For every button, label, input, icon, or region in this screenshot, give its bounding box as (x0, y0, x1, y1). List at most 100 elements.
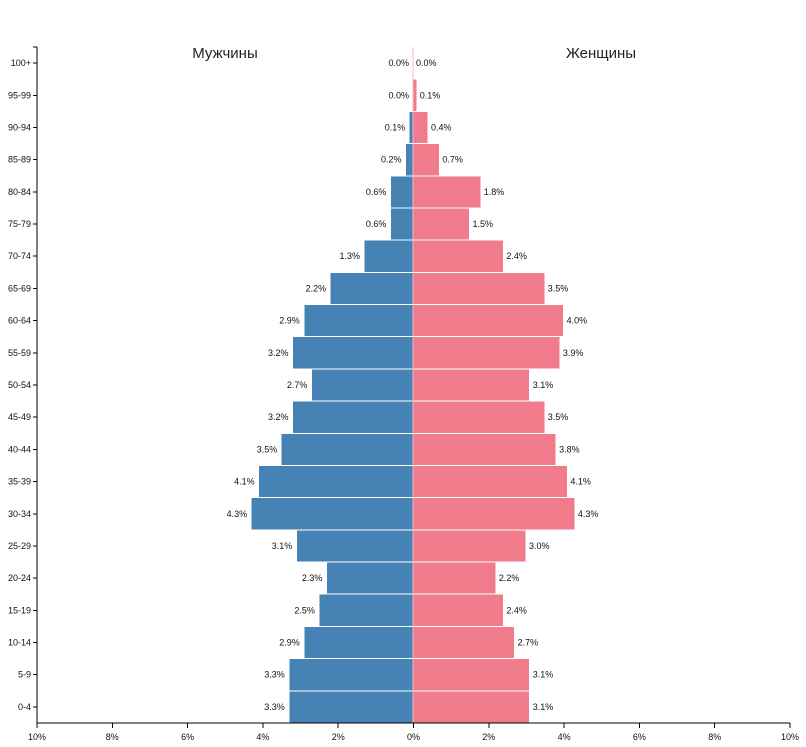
bar-female (412, 658, 531, 692)
value-label-male: 3.5% (257, 444, 278, 454)
bar-male (250, 497, 414, 531)
x-axis: 10% 8% 6% 4% 2% 0% 2% 4% 6% 8% 10% (28, 722, 799, 742)
y-tick-label: 15-19 (8, 605, 31, 615)
bar-female (412, 593, 504, 627)
value-label-female: 2.4% (506, 605, 527, 615)
y-tick-label: 70-74 (8, 251, 31, 261)
bar-male (363, 239, 414, 273)
x-tick-label: 10% (781, 732, 799, 742)
bar-female (412, 207, 470, 241)
bar-male (329, 271, 414, 306)
value-label-female: 3.1% (533, 670, 554, 680)
value-label-male: 4.3% (227, 509, 248, 519)
bar-male (280, 432, 414, 466)
value-label-male: 2.3% (302, 573, 323, 583)
value-label-male: 4.1% (234, 477, 255, 487)
value-label-female: 4.3% (578, 509, 599, 519)
value-label-female: 0.4% (431, 122, 452, 132)
bars-layer (250, 47, 576, 724)
x-tick-label: 10% (28, 732, 46, 742)
bar-female (412, 143, 440, 177)
value-label-female: 3.0% (529, 541, 550, 551)
value-label-female: 3.1% (533, 380, 554, 390)
y-tick-label: 90-94 (8, 122, 31, 132)
y-axis: 100+ 95-99 90-94 85-89 80-84 75-79 70-74 65-69 6… (8, 46, 38, 723)
bar-male (258, 464, 414, 499)
value-label-female: 3.1% (533, 702, 554, 712)
bar-female (412, 561, 497, 595)
y-tick-label: 35-39 (8, 477, 31, 487)
value-label-male: 3.2% (268, 348, 289, 358)
value-label-female: 0.0% (416, 58, 437, 68)
bar-male (310, 368, 414, 402)
bar-female (412, 368, 531, 402)
y-tick-label: 60-64 (8, 316, 31, 326)
right-side-title: Женщины (566, 45, 636, 62)
bar-male (325, 561, 414, 595)
y-tick-label: 95-99 (8, 90, 31, 100)
bar-female (412, 78, 418, 112)
value-label-male: 2.5% (294, 605, 315, 615)
value-label-male: 2.2% (306, 283, 327, 293)
y-tick-label: 20-24 (8, 573, 31, 583)
y-tick-label: 80-84 (8, 187, 31, 197)
bar-female (412, 690, 531, 724)
bar-female (412, 110, 429, 145)
bar-male (303, 625, 414, 660)
value-label-male: 2.9% (279, 638, 300, 648)
y-tick-label: 10-14 (8, 638, 31, 648)
value-label-male: 0.6% (366, 219, 387, 229)
value-label-female: 2.4% (506, 251, 527, 261)
value-label-female: 2.2% (499, 573, 520, 583)
bar-male (292, 336, 414, 370)
y-tick-label: 75-79 (8, 219, 31, 229)
bar-male (288, 658, 414, 692)
bar-male (318, 593, 414, 627)
x-tick-label: 8% (106, 732, 119, 742)
value-label-male: 0.1% (385, 122, 406, 132)
value-label-female: 1.5% (472, 219, 493, 229)
bar-female (412, 304, 565, 338)
bar-female (412, 175, 482, 209)
value-label-female: 1.8% (484, 187, 505, 197)
value-label-female: 0.7% (442, 155, 463, 165)
bar-male (295, 529, 414, 563)
bar-male (389, 175, 414, 209)
value-label-male: 3.1% (272, 541, 293, 551)
bar-female (412, 239, 504, 273)
y-tick-label: 55-59 (8, 348, 31, 358)
x-tick-label: 2% (332, 732, 345, 742)
value-label-male: 3.3% (264, 702, 285, 712)
x-tick-label: 6% (181, 732, 194, 742)
y-tick-label: 0-4 (18, 702, 31, 712)
x-tick-label: 2% (482, 732, 495, 742)
value-label-male: 3.2% (268, 412, 289, 422)
bar-male (288, 690, 414, 724)
value-label-male: 2.7% (287, 380, 308, 390)
bar-male (404, 143, 414, 177)
value-label-female: 3.5% (548, 283, 569, 293)
y-tick-label: 50-54 (8, 380, 31, 390)
value-label-female: 3.8% (559, 444, 580, 454)
bar-female (412, 432, 557, 466)
bar-female (412, 529, 527, 563)
bar-female (412, 625, 516, 660)
bar-male (303, 304, 414, 338)
bar-female (412, 497, 576, 531)
bar-male (408, 110, 414, 145)
y-tick-label: 5-9 (18, 670, 31, 680)
y-tick-label: 25-29 (8, 541, 31, 551)
left-side-title: Мужчины (192, 45, 257, 62)
value-label-male: 0.0% (388, 58, 409, 68)
value-label-male: 0.6% (366, 187, 387, 197)
value-label-male: 1.3% (340, 251, 361, 261)
value-label-female: 2.7% (518, 638, 539, 648)
value-label-male: 3.3% (264, 670, 285, 680)
y-tick-label: 45-49 (8, 412, 31, 422)
value-labels-layer: 0.0% 0.0% 0.0% 0.1% 0.1% 0.4% 0.2% 0.7% 0.6% 1.8%… (227, 58, 599, 712)
bar-male (389, 207, 414, 241)
bar-female (412, 400, 546, 434)
bar-male (292, 400, 414, 434)
x-tick-label: 6% (633, 732, 646, 742)
